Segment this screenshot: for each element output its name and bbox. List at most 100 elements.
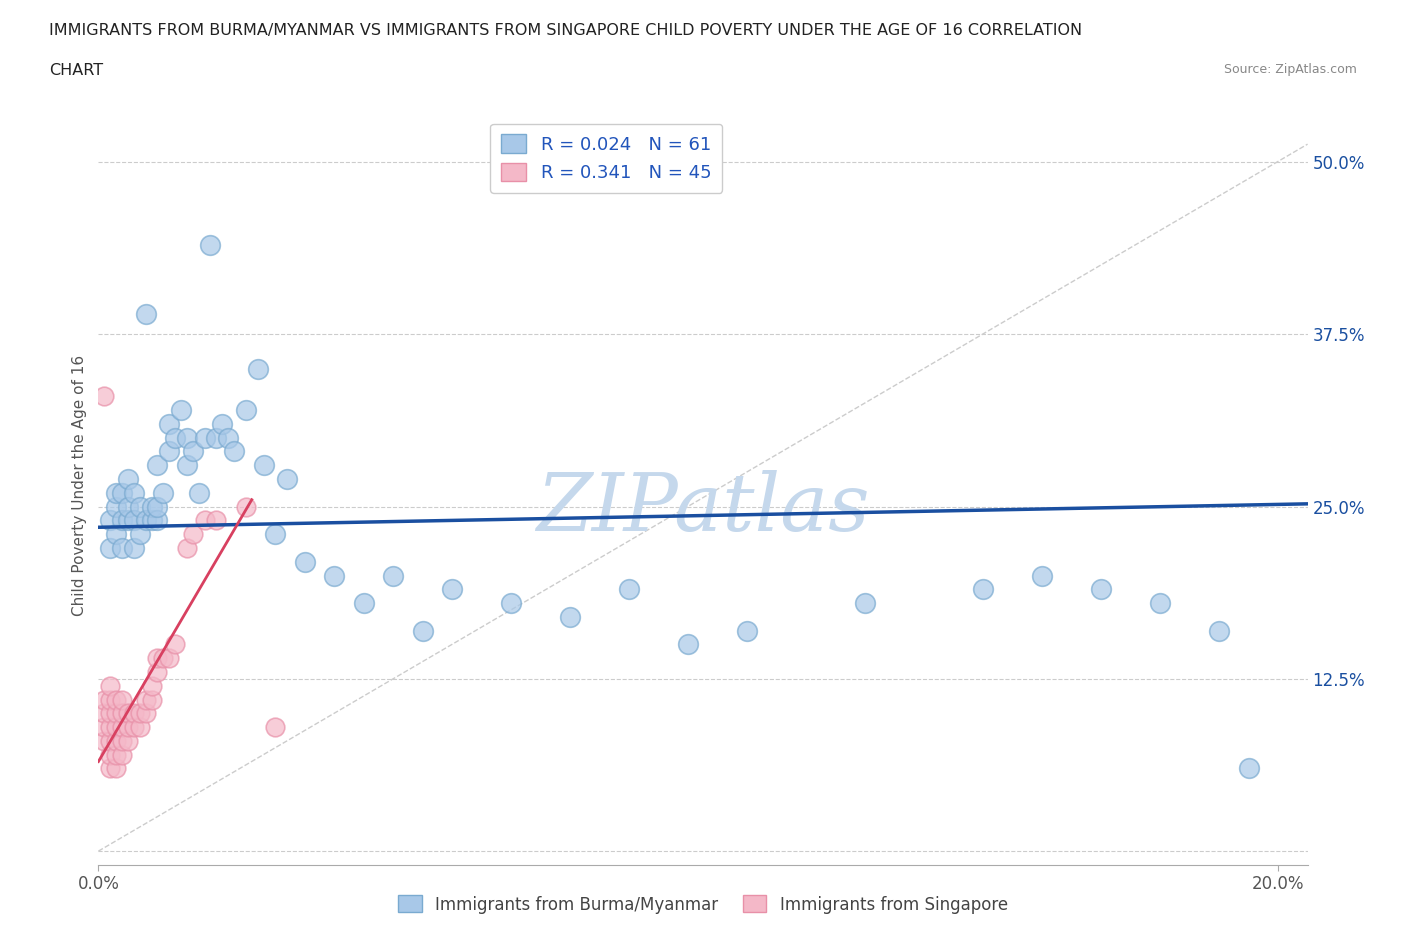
Legend: R = 0.024   N = 61, R = 0.341   N = 45: R = 0.024 N = 61, R = 0.341 N = 45 (491, 124, 723, 193)
Point (93, 734, 115, 749)
Point (181, 526, 204, 541)
Point (105, 734, 128, 749)
Point (152, 485, 174, 500)
Point (111, 513, 134, 528)
Point (1237, 761, 1260, 776)
Point (678, 637, 700, 652)
Point (98, 720, 121, 735)
Point (146, 651, 169, 666)
Point (105, 485, 128, 500)
Point (211, 417, 233, 432)
Point (117, 720, 139, 735)
Point (128, 526, 150, 541)
Point (441, 582, 464, 597)
Point (157, 417, 180, 432)
Point (141, 678, 163, 693)
Point (122, 513, 145, 528)
Point (194, 431, 217, 445)
Point (181, 444, 204, 458)
Point (122, 540, 145, 555)
Point (117, 734, 139, 749)
Point (122, 720, 145, 735)
Point (141, 513, 163, 528)
Point (187, 485, 209, 500)
Point (111, 540, 134, 555)
Point (111, 734, 134, 749)
Point (98, 540, 121, 555)
Point (98, 747, 121, 762)
Point (165, 637, 187, 652)
Point (93, 720, 115, 735)
Point (117, 472, 139, 486)
Text: Source: ZipAtlas.com: Source: ZipAtlas.com (1223, 63, 1357, 76)
Point (176, 458, 198, 472)
Point (98, 678, 121, 693)
Point (176, 431, 198, 445)
Point (111, 692, 134, 707)
Point (972, 582, 994, 597)
Text: IMMIGRANTS FROM BURMA/MYANMAR VS IMMIGRANTS FROM SINGAPORE CHILD POVERTY UNDER T: IMMIGRANTS FROM BURMA/MYANMAR VS IMMIGRA… (49, 23, 1083, 38)
Point (205, 513, 228, 528)
Point (117, 513, 139, 528)
Point (105, 499, 128, 514)
Point (146, 458, 169, 472)
Point (105, 526, 128, 541)
Point (264, 526, 287, 541)
Point (323, 568, 346, 583)
Point (141, 499, 163, 514)
Point (276, 472, 298, 486)
Point (146, 665, 169, 680)
Point (117, 706, 139, 721)
Point (128, 499, 150, 514)
Point (382, 568, 405, 583)
Point (98, 692, 121, 707)
Point (135, 692, 157, 707)
Point (165, 431, 187, 445)
Point (128, 720, 150, 735)
Point (176, 540, 198, 555)
Point (122, 706, 145, 721)
Point (93, 692, 115, 707)
Point (619, 582, 641, 597)
Y-axis label: Child Poverty Under the Age of 16: Child Poverty Under the Age of 16 (72, 355, 87, 617)
Point (135, 513, 157, 528)
Point (105, 720, 128, 735)
Point (135, 706, 157, 721)
Legend: Immigrants from Burma/Myanmar, Immigrants from Singapore: Immigrants from Burma/Myanmar, Immigrant… (391, 889, 1015, 920)
Point (412, 623, 434, 638)
Point (111, 706, 134, 721)
Point (111, 485, 134, 500)
Point (170, 403, 193, 418)
Point (1149, 595, 1171, 610)
Text: ZIPatlas: ZIPatlas (536, 470, 870, 548)
Point (105, 747, 128, 762)
Point (105, 706, 128, 721)
Point (141, 692, 163, 707)
Point (98, 706, 121, 721)
Point (93, 389, 115, 404)
Point (217, 431, 239, 445)
Point (98, 761, 121, 776)
Point (200, 237, 222, 252)
Point (146, 513, 169, 528)
Point (560, 609, 582, 624)
Point (735, 623, 758, 638)
Point (111, 747, 134, 762)
Point (135, 306, 157, 321)
Point (264, 720, 287, 735)
Point (152, 651, 174, 666)
Point (222, 444, 245, 458)
Point (105, 692, 128, 707)
Text: CHART: CHART (49, 63, 103, 78)
Point (294, 554, 316, 569)
Point (1090, 582, 1112, 597)
Point (93, 706, 115, 721)
Point (157, 651, 180, 666)
Point (205, 431, 228, 445)
Point (98, 734, 121, 749)
Point (105, 761, 128, 776)
Point (122, 485, 145, 500)
Point (1208, 623, 1230, 638)
Point (157, 444, 180, 458)
Point (111, 720, 134, 735)
